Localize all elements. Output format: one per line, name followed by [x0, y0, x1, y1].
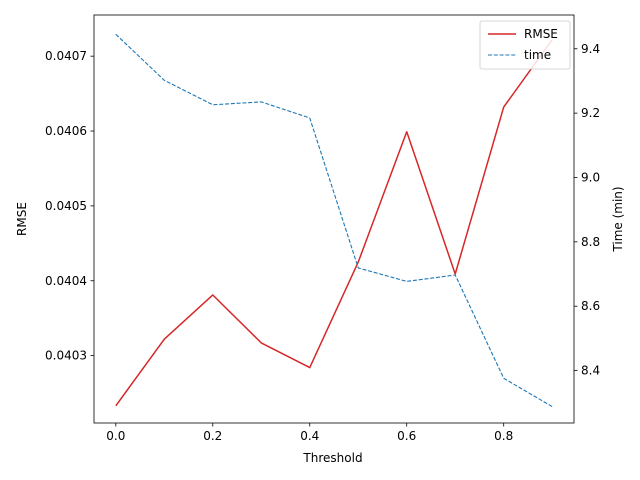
y-right-tick-label: 9.0	[581, 170, 600, 184]
legend-label-time: time	[524, 48, 551, 62]
y-right-tick-label: 8.4	[581, 364, 600, 378]
plot-area	[93, 14, 575, 424]
x-axis: 0.0 0.2 0.4 0.6 0.8	[106, 423, 513, 443]
y-left-tick-label: 0.0405	[45, 199, 87, 213]
x-tick-label: 0.0	[106, 429, 125, 443]
x-tick-label: 0.2	[203, 429, 222, 443]
y-left-tick-label: 0.0403	[45, 349, 87, 363]
x-tick-label: 0.8	[494, 429, 513, 443]
legend-box	[479, 20, 571, 70]
legend-label-rmse: RMSE	[524, 27, 558, 41]
y-axis-right-label: Time (min)	[611, 186, 625, 252]
x-axis-label: Threshold	[302, 451, 362, 465]
x-tick-label: 0.6	[397, 429, 416, 443]
y-left-tick-label: 0.0406	[45, 124, 87, 138]
y-axis-left: 0.0403 0.0404 0.0405 0.0406 0.0407	[45, 49, 94, 363]
plot-frame	[93, 14, 575, 424]
y-right-tick-label: 8.6	[581, 299, 600, 313]
y-axis-right: 8.4 8.6 8.8 9.0 9.2 9.4	[574, 42, 600, 378]
series-line-time	[115, 33, 553, 408]
y-right-tick-label: 9.2	[581, 106, 600, 120]
legend: RMSE time	[479, 20, 571, 70]
y-axis-left-label: RMSE	[15, 202, 29, 236]
y-left-tick-label: 0.0404	[45, 274, 87, 288]
x-tick-label: 0.4	[300, 429, 319, 443]
series-line-rmse	[115, 39, 553, 407]
y-left-tick-label: 0.0407	[45, 49, 87, 63]
y-right-tick-label: 8.8	[581, 235, 600, 249]
y-right-tick-label: 9.4	[581, 42, 600, 56]
